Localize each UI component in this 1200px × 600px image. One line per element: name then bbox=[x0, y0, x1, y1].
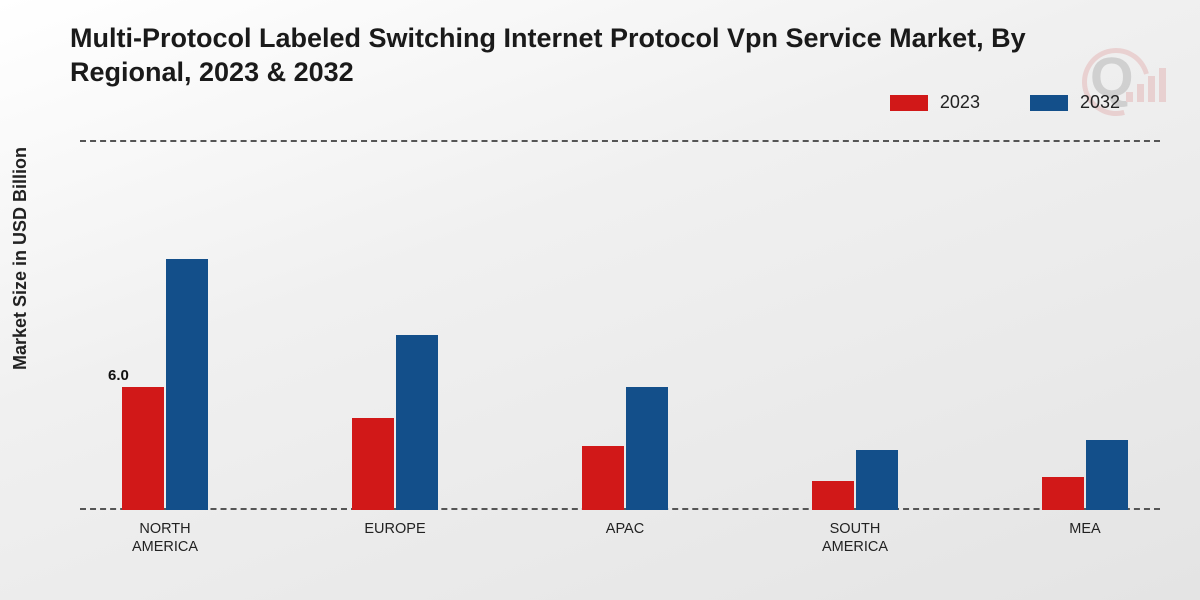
bar bbox=[812, 481, 854, 510]
bar-group bbox=[800, 450, 910, 510]
bar-group bbox=[1030, 440, 1140, 510]
bar bbox=[1086, 440, 1128, 510]
legend-label-2023: 2023 bbox=[940, 92, 980, 113]
category-label: NORTH AMERICA bbox=[90, 520, 240, 556]
bar bbox=[166, 259, 208, 510]
bar bbox=[856, 450, 898, 510]
bar bbox=[582, 446, 624, 510]
bar bbox=[626, 387, 668, 510]
bar-chart: 6.0NORTH AMERICAEUROPEAPACSOUTH AMERICAM… bbox=[80, 140, 1160, 510]
bar-group bbox=[110, 259, 220, 510]
bar-group bbox=[570, 387, 680, 510]
legend-label-2032: 2032 bbox=[1080, 92, 1120, 113]
legend-item-2023: 2023 bbox=[890, 92, 980, 113]
bar bbox=[1042, 477, 1084, 510]
y-axis-label: Market Size in USD Billion bbox=[10, 147, 31, 370]
bar bbox=[396, 335, 438, 510]
bar bbox=[352, 418, 394, 511]
legend-item-2032: 2032 bbox=[1030, 92, 1120, 113]
grid-top-line bbox=[80, 140, 1160, 142]
legend: 2023 2032 bbox=[890, 92, 1120, 113]
category-label: SOUTH AMERICA bbox=[780, 520, 930, 556]
category-label: APAC bbox=[550, 520, 700, 538]
bar bbox=[122, 387, 164, 510]
category-label: EUROPE bbox=[320, 520, 470, 538]
legend-swatch-2032 bbox=[1030, 95, 1068, 111]
watermark-logo: Q bbox=[1082, 48, 1160, 126]
legend-swatch-2023 bbox=[890, 95, 928, 111]
bar-value-label: 6.0 bbox=[108, 367, 129, 384]
bar-group bbox=[340, 335, 450, 510]
chart-title: Multi-Protocol Labeled Switching Interne… bbox=[70, 22, 1110, 90]
category-label: MEA bbox=[1010, 520, 1160, 538]
